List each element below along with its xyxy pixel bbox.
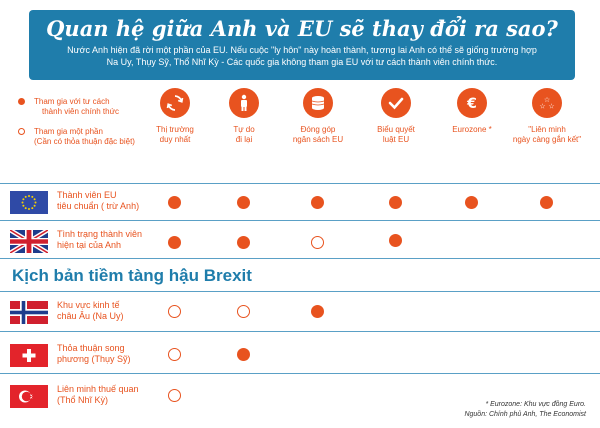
status-dot-full xyxy=(237,196,250,209)
category-eu-voting: Biểu quyết luật EU xyxy=(356,88,436,145)
category-eu-budget: Đóng góp ngân sách EU xyxy=(278,88,358,145)
category-ever-closer-union: ☆ ☆ ☆ "Liên minh ngày càng gắn kết" xyxy=(507,88,587,145)
category-eurozone: € Eurozone * xyxy=(432,88,512,135)
footnote-source: Nguồn: Chính phủ Anh, The Economist xyxy=(464,411,586,418)
svg-text:€: € xyxy=(466,96,477,112)
status-dot-partial xyxy=(311,236,324,249)
category-label-line-2: đi lại xyxy=(235,135,253,144)
category-label-line-2: ngày càng gắn kết" xyxy=(512,135,582,144)
row-label-line-2: phương (Thụy Sỹ) xyxy=(57,354,131,364)
coins-icon xyxy=(303,88,333,118)
divider xyxy=(0,183,600,184)
row-eu-standard: Thành viên EU tiêu chuẩn ( trừ Anh) xyxy=(0,187,600,217)
row-label: Khu vực kinh tế châu Âu (Na Uy) xyxy=(57,300,124,322)
status-dot-full xyxy=(168,236,181,249)
row-label-line-1: Thỏa thuận song xyxy=(57,343,125,353)
subtitle-line-1: Nước Anh hiện đã rời một phần của EU. Nế… xyxy=(67,45,537,55)
legend-partial-line-1: Tham gia một phần xyxy=(34,127,103,136)
row-label-line-1: Liên minh thuế quan xyxy=(57,384,139,394)
subtitle-line-2: Na Uy, Thụy Sỹ, Thổ Nhĩ Kỳ - Các quốc gi… xyxy=(106,57,498,67)
category-label-line-1: "Liên minh xyxy=(528,125,566,134)
svg-text:☆: ☆ xyxy=(548,103,554,111)
legend-full-line-2: thành viên chính thức xyxy=(42,107,119,116)
category-single-market: Thị trường duy nhất xyxy=(135,88,215,145)
svg-text:☆: ☆ xyxy=(544,96,550,104)
category-label-line-1: Đóng góp xyxy=(300,125,336,134)
row-label: Thành viên EU tiêu chuẩn ( trừ Anh) xyxy=(57,190,139,212)
category-label-line-1: Biểu quyết xyxy=(377,125,415,134)
category-label-line-2: luật EU xyxy=(382,135,410,144)
section-title: Kịch bản tiềm tàng hậu Brexit xyxy=(12,266,252,285)
legend-filled-dot xyxy=(18,98,25,105)
row-label: Liên minh thuế quan (Thổ Nhĩ Kỳ) xyxy=(57,384,139,406)
header-banner: Quan hệ giữa Anh và EU sẽ thay đổi ra sa… xyxy=(29,10,575,80)
footnote: * Eurozone: Khu vực đồng Euro. Nguồn: Ch… xyxy=(464,400,586,420)
divider xyxy=(0,373,600,374)
row-scenario-turkey: Liên minh thuế quan (Thổ Nhĩ Kỳ) xyxy=(0,381,600,411)
norway-flag xyxy=(10,301,48,324)
category-label-line-1: Tự do xyxy=(233,125,255,134)
row-label: Thỏa thuận song phương (Thụy Sỹ) xyxy=(57,343,130,365)
legend-full-line-1: Tham gia với tư cách xyxy=(34,97,110,106)
arrows-cycle-icon xyxy=(160,88,190,118)
status-dot-full xyxy=(540,196,553,209)
status-dot-partial xyxy=(168,389,181,402)
status-dot-full xyxy=(389,196,402,209)
row-label-line-2: tiêu chuẩn ( trừ Anh) xyxy=(57,201,140,211)
divider xyxy=(0,220,600,221)
legend-hollow-dot xyxy=(18,128,25,135)
status-dot-full xyxy=(311,196,324,209)
svg-text:☆: ☆ xyxy=(539,103,545,111)
footnote-eurozone: * Eurozone: Khu vực đồng Euro. xyxy=(485,401,586,408)
row-scenario-switzerland: Thỏa thuận song phương (Thụy Sỹ) xyxy=(0,340,600,370)
row-label-line-2: châu Âu (Na Uy) xyxy=(57,311,124,321)
category-free-movement: Tự do đi lại xyxy=(204,88,284,145)
row-label-line-2: hiện tại của Anh xyxy=(57,240,122,250)
euro-icon: € xyxy=(457,88,487,118)
status-dot-partial xyxy=(237,305,250,318)
legend-partial-line-2: (Cần có thỏa thuận đặc biệt) xyxy=(34,137,135,146)
eu-flag xyxy=(10,191,48,214)
stars-icon: ☆ ☆ ☆ xyxy=(532,88,562,118)
turkey-flag xyxy=(10,385,48,408)
divider xyxy=(0,258,600,259)
row-uk-current: Tình trạng thành viên hiện tại của Anh xyxy=(0,226,600,256)
category-label-line-2: ngân sách EU xyxy=(292,135,344,144)
status-dot-full xyxy=(237,236,250,249)
page-subtitle: Nước Anh hiện đã rời một phần của EU. Nế… xyxy=(29,44,575,68)
category-label-line-2: duy nhất xyxy=(159,135,191,144)
row-label-line-2: (Thổ Nhĩ Kỳ) xyxy=(57,395,109,405)
row-label-line-1: Thành viên EU xyxy=(57,190,117,200)
status-dot-full xyxy=(168,196,181,209)
status-dot-partial xyxy=(168,348,181,361)
switzerland-flag xyxy=(10,344,48,367)
category-label-line-1: Eurozone * xyxy=(452,125,492,134)
status-dot-full xyxy=(465,196,478,209)
row-label-line-1: Khu vực kinh tế xyxy=(57,300,120,310)
person-icon xyxy=(229,88,259,118)
divider xyxy=(0,291,600,292)
status-dot-full xyxy=(237,348,250,361)
checkmark-icon xyxy=(381,88,411,118)
status-dot-partial xyxy=(168,305,181,318)
divider xyxy=(0,331,600,332)
row-label: Tình trạng thành viên hiện tại của Anh xyxy=(57,229,142,251)
category-label-line-1: Thị trường xyxy=(156,125,194,134)
page-title: Quan hệ giữa Anh và EU sẽ thay đổi ra sa… xyxy=(46,16,558,41)
row-scenario-norway: Khu vực kinh tế châu Âu (Na Uy) xyxy=(0,297,600,327)
uk-flag xyxy=(10,230,48,253)
row-label-line-1: Tình trạng thành viên xyxy=(57,229,143,239)
status-dot-full xyxy=(389,234,402,247)
status-dot-full xyxy=(311,305,324,318)
